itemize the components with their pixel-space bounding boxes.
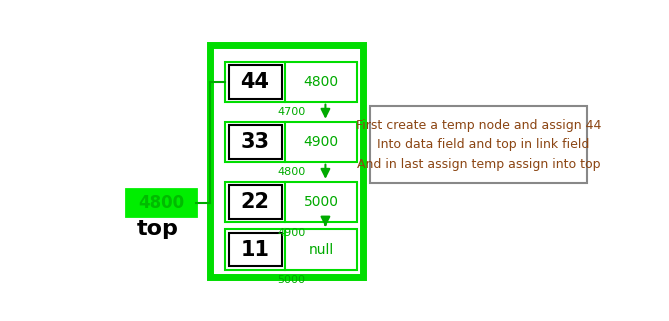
Text: 33: 33 <box>241 132 270 152</box>
Text: 4700: 4700 <box>277 108 306 117</box>
Bar <box>225 230 357 270</box>
Bar <box>229 185 282 219</box>
Bar <box>225 182 357 222</box>
Bar <box>229 125 282 159</box>
Text: First create a temp node and assign 44: First create a temp node and assign 44 <box>356 119 601 132</box>
Text: 22: 22 <box>241 192 270 212</box>
Text: 11: 11 <box>241 239 270 259</box>
Bar <box>225 62 357 102</box>
Bar <box>371 106 587 183</box>
Bar <box>210 45 363 277</box>
Text: 44: 44 <box>241 72 270 91</box>
Bar <box>225 122 357 162</box>
Text: Into data field and top in link field: Into data field and top in link field <box>369 138 589 151</box>
Text: 5000: 5000 <box>278 275 305 285</box>
Bar <box>229 232 282 266</box>
Text: 5000: 5000 <box>304 195 339 209</box>
Text: 4900: 4900 <box>277 228 306 238</box>
Text: null: null <box>308 242 334 256</box>
Text: 4800: 4800 <box>138 194 184 212</box>
Bar <box>229 65 282 99</box>
Bar <box>126 189 196 216</box>
Text: And in last assign temp assign into top: And in last assign temp assign into top <box>357 158 601 170</box>
Text: 4900: 4900 <box>304 135 339 149</box>
Text: top: top <box>136 220 178 239</box>
Text: 4800: 4800 <box>277 168 306 178</box>
Text: 4800: 4800 <box>304 75 339 89</box>
